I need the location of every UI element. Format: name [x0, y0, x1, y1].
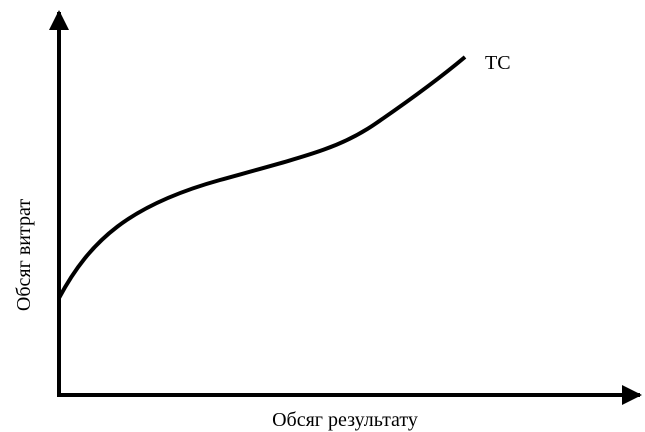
tc-curve — [57, 55, 467, 299]
x-axis-label: Обсяг результату — [272, 409, 418, 431]
curve-label: TC — [485, 52, 511, 74]
y-axis-label: Обсяг витрат — [13, 199, 35, 311]
